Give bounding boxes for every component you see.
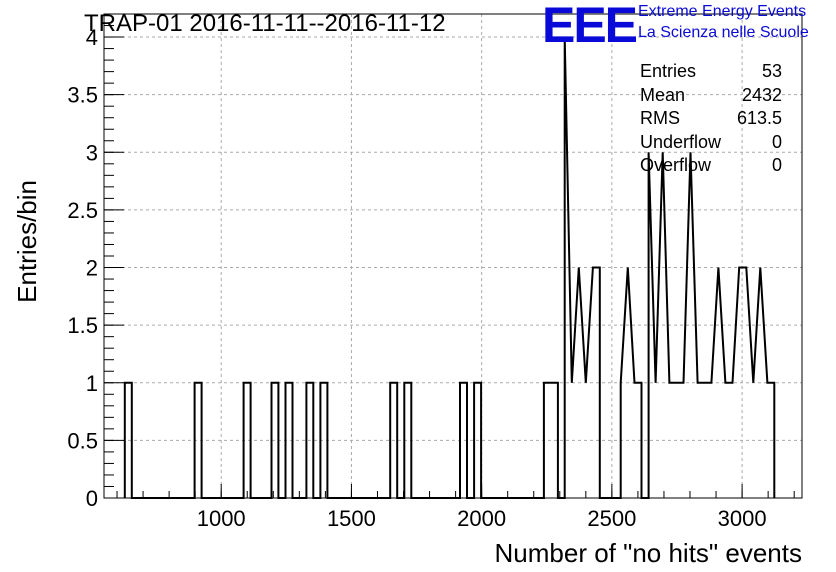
y-tick-label: 3 (86, 140, 98, 165)
stats-value: 53 (761, 61, 782, 81)
stats-label: Overflow (640, 155, 712, 175)
x-tick-label: 1000 (197, 506, 246, 531)
stats-label: RMS (640, 108, 680, 128)
brand-name: Extreme Energy Events (638, 3, 807, 20)
x-tick-label: 2500 (587, 506, 636, 531)
stats-value: 0 (771, 131, 782, 152)
stats-label: Entries (640, 61, 697, 81)
y-tick-label: 2 (86, 256, 98, 281)
y-tick-label: 4 (86, 25, 98, 50)
x-tick-label: 1500 (327, 506, 376, 531)
brand-subtitle: La Scienza nelle Scuole (638, 24, 809, 41)
axis-ticks (104, 13, 795, 499)
page-title: TRAP-01 2016-11-11--2016-11-12 (84, 10, 446, 37)
stats-label: Mean (640, 84, 686, 105)
x-tick-label: 3000 (718, 506, 767, 531)
histogram-line (123, 36, 776, 499)
x-axis-label: Number of "no hits" events (494, 538, 803, 568)
stats-row-entries: Entries 53 (640, 60, 782, 84)
stats-row-overflow: Overflow 0 (640, 154, 782, 178)
y-tick-label: 2.5 (67, 198, 98, 223)
y-tick-label: 1 (86, 371, 98, 396)
stats-row-underflow: Underflow 0 (640, 131, 782, 155)
stats-value: 2432 (741, 84, 782, 105)
y-tick-label: 0 (86, 486, 98, 511)
logo-text: EEE (542, 2, 637, 46)
stats-row-rms: RMS 613.5 (640, 107, 782, 131)
y-axis-label: Entries/bin (12, 180, 42, 303)
x-tick-label: 2000 (457, 506, 506, 531)
axis-tick-labels: 0 0.5 1 1.5 2 2.5 3 3.5 4 1000 1500 2000 2500 3000 (67, 25, 766, 531)
stats-value: 0 (771, 155, 782, 175)
stats-box: Entries 53 Mean 2432 RMS 613.5 Underflow 0 Overf… (640, 60, 782, 178)
y-tick-label: 3.5 (67, 83, 98, 108)
y-tick-label: 0.5 (67, 428, 98, 453)
y-tick-label: 1.5 (67, 313, 98, 338)
eee-logo: EEE (542, 2, 638, 46)
grid-lines (104, 14, 802, 498)
stats-label: Underflow (640, 131, 722, 152)
stats-row-mean: Mean 2432 (640, 84, 782, 108)
stats-value: 613.5 (736, 108, 782, 128)
